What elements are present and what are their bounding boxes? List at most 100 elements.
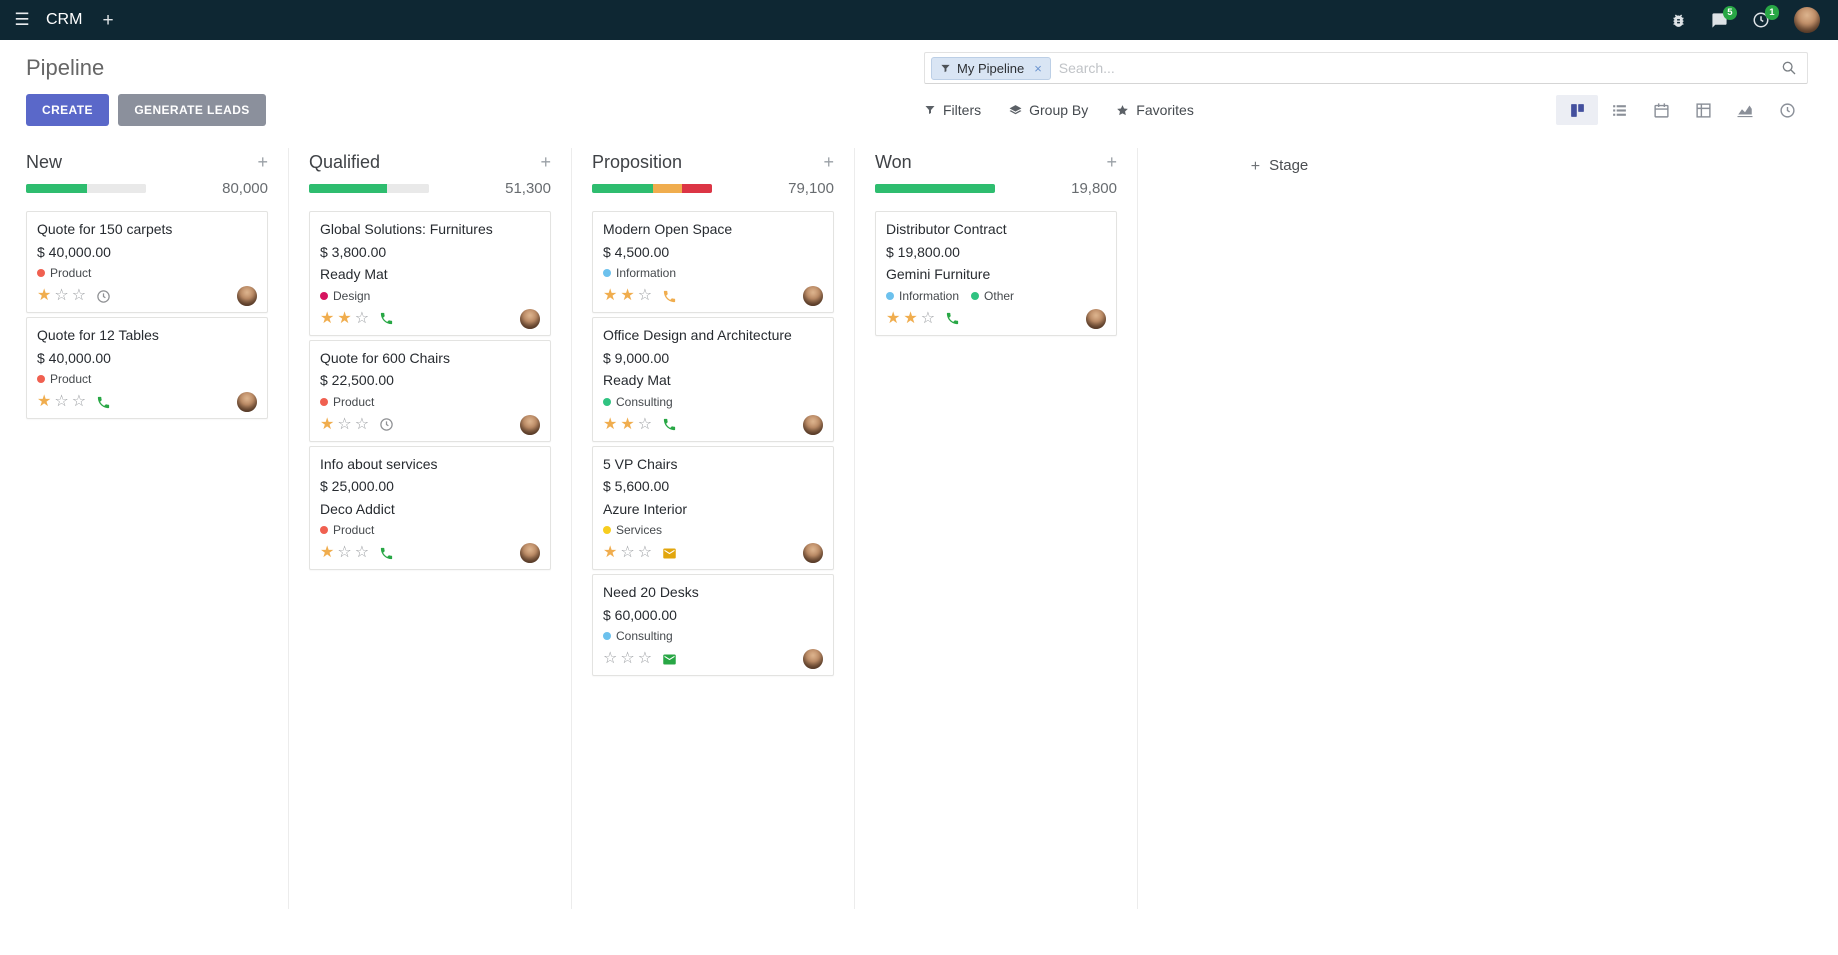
clock-icon[interactable] [379, 417, 394, 432]
priority-star[interactable]: ☆ [54, 287, 69, 304]
search-icon[interactable] [1781, 60, 1797, 76]
kanban-card[interactable]: Quote for 600 Chairs $ 22,500.00 Product… [309, 339, 551, 442]
phone-icon[interactable] [945, 311, 960, 326]
kanban-card[interactable]: Global Solutions: Furnitures $ 3,800.00 … [309, 211, 551, 336]
salesperson-avatar[interactable] [803, 649, 823, 669]
group-by-menu-button[interactable]: Group By [1009, 102, 1088, 118]
view-pivot-button[interactable] [1682, 95, 1724, 125]
quick-create-button[interactable]: + [257, 152, 268, 172]
priority-star[interactable]: ☆ [337, 415, 352, 433]
stage-name[interactable]: Won [875, 151, 912, 172]
phone-icon[interactable] [96, 395, 111, 410]
create-button[interactable]: CREATE [26, 94, 109, 126]
progress-segment[interactable] [26, 184, 88, 193]
envelope-icon[interactable] [662, 652, 677, 667]
user-avatar[interactable] [1794, 7, 1820, 33]
progress-segment[interactable] [387, 184, 429, 193]
add-stage-button[interactable]: + Stage [1138, 148, 1421, 909]
progress-segment[interactable] [87, 184, 146, 193]
priority-star[interactable]: ☆ [920, 309, 936, 327]
progress-segment[interactable] [875, 184, 995, 193]
priority-star[interactable]: ★ [337, 309, 352, 327]
salesperson-avatar[interactable] [803, 543, 823, 563]
progress-segment[interactable] [681, 184, 712, 193]
view-calendar-button[interactable] [1640, 95, 1682, 125]
priority-star[interactable]: ☆ [637, 287, 653, 304]
quick-create-button[interactable]: + [1106, 152, 1117, 172]
priority-star[interactable]: ★ [320, 415, 335, 433]
salesperson-avatar[interactable] [520, 414, 540, 435]
messages-icon[interactable]: 5 [1711, 5, 1737, 29]
salesperson-avatar[interactable] [803, 414, 823, 435]
kanban-card[interactable]: 5 VP Chairs $ 5,600.00 Azure Interior Se… [592, 445, 834, 570]
kanban-card[interactable]: Info about services $ 25,000.00 Deco Add… [309, 445, 551, 570]
envelope-icon[interactable] [662, 546, 677, 561]
messages-badge: 5 [1722, 5, 1737, 20]
priority-star[interactable]: ★ [320, 544, 335, 561]
filters-menu-button[interactable]: Filters [924, 102, 981, 118]
priority-star[interactable]: ★ [903, 309, 918, 327]
priority-star[interactable]: ☆ [54, 393, 69, 410]
progress-segment[interactable] [309, 184, 387, 193]
priority-star[interactable]: ☆ [71, 393, 87, 410]
stage-name[interactable]: New [26, 151, 63, 172]
priority-star[interactable]: ☆ [620, 544, 635, 561]
priority-star[interactable]: ★ [37, 393, 52, 410]
stage-name[interactable]: Proposition [592, 151, 683, 172]
app-name[interactable]: CRM [46, 11, 83, 28]
kanban-card[interactable]: Quote for 150 carpets $ 40,000.00 Produc… [26, 211, 268, 313]
apps-menu-button[interactable]: ☰ [0, 0, 44, 40]
kanban-card[interactable]: Need 20 Desks $ 60,000.00 Consulting ☆ ☆ ☆ [592, 574, 834, 676]
favorites-menu-button[interactable]: Favorites [1116, 102, 1194, 118]
priority-star[interactable]: ★ [320, 309, 335, 327]
salesperson-avatar[interactable] [520, 308, 540, 329]
priority-star[interactable]: ★ [886, 309, 901, 327]
kanban-card[interactable]: Office Design and Architecture $ 9,000.0… [592, 317, 834, 442]
priority-star[interactable]: ★ [603, 415, 618, 433]
priority-star[interactable]: ★ [37, 287, 52, 304]
priority-star[interactable]: ★ [603, 544, 618, 561]
priority-star[interactable]: ☆ [603, 650, 618, 667]
priority-star[interactable]: ☆ [637, 650, 653, 667]
priority-star[interactable]: ☆ [337, 544, 352, 561]
priority-star[interactable]: ☆ [354, 415, 370, 433]
search-input[interactable] [1058, 60, 1781, 76]
salesperson-avatar[interactable] [237, 286, 257, 306]
debug-icon[interactable] [1670, 12, 1687, 29]
activities-icon[interactable]: 1 [1752, 5, 1779, 29]
priority-star[interactable]: ☆ [637, 544, 653, 561]
kanban-card[interactable]: Modern Open Space $ 4,500.00 Information… [592, 211, 834, 313]
phone-icon[interactable] [662, 289, 677, 304]
view-kanban-button[interactable] [1556, 95, 1598, 125]
priority-star[interactable]: ★ [603, 287, 618, 304]
progress-segment[interactable] [592, 184, 654, 193]
clock-icon[interactable] [96, 289, 111, 304]
salesperson-avatar[interactable] [237, 392, 257, 412]
kanban-card[interactable]: Distributor Contract $ 19,800.00 Gemini … [875, 211, 1117, 336]
progress-segment[interactable] [653, 184, 682, 193]
quick-create-button[interactable]: + [823, 152, 834, 172]
kanban-card[interactable]: Quote for 12 Tables $ 40,000.00 Product … [26, 317, 268, 419]
priority-star[interactable]: ☆ [637, 415, 653, 433]
phone-icon[interactable] [379, 546, 394, 561]
priority-star[interactable]: ☆ [354, 544, 370, 561]
phone-icon[interactable] [379, 311, 394, 326]
priority-star[interactable]: ☆ [71, 287, 87, 304]
facet-remove-icon[interactable]: × [1034, 60, 1042, 76]
priority-star[interactable]: ★ [620, 287, 635, 304]
salesperson-avatar[interactable] [520, 543, 540, 563]
view-list-button[interactable] [1598, 95, 1640, 125]
priority-star[interactable]: ★ [620, 415, 635, 433]
priority-star[interactable]: ☆ [620, 650, 635, 667]
generate-leads-button[interactable]: GENERATE LEADS [118, 94, 266, 126]
view-activity-button[interactable] [1766, 95, 1808, 125]
quick-create-button[interactable]: + [540, 152, 551, 172]
salesperson-avatar[interactable] [803, 286, 823, 306]
phone-icon[interactable] [662, 417, 677, 432]
salesperson-avatar[interactable] [1086, 308, 1106, 329]
stage-name[interactable]: Qualified [309, 151, 381, 172]
search-facet[interactable]: My Pipeline × [931, 56, 1051, 80]
priority-star[interactable]: ☆ [354, 309, 370, 327]
view-graph-button[interactable] [1724, 95, 1766, 125]
plus-icon[interactable]: + [102, 9, 114, 31]
